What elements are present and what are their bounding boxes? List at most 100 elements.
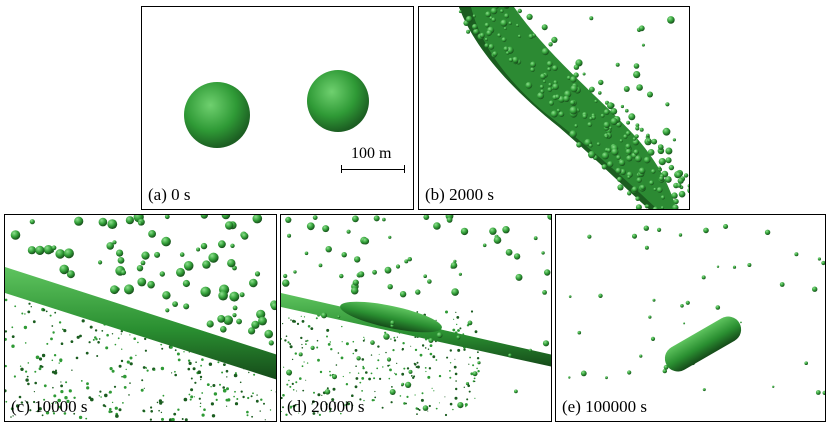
dust-particle bbox=[226, 387, 229, 391]
particle bbox=[162, 291, 171, 300]
particle bbox=[732, 265, 737, 269]
dust-particle bbox=[342, 375, 344, 378]
dust-particle bbox=[192, 367, 196, 371]
dust-particle bbox=[150, 410, 153, 413]
dust-particle bbox=[183, 351, 185, 353]
dust-particle bbox=[187, 359, 191, 362]
dust-particle bbox=[100, 396, 102, 398]
particle bbox=[138, 221, 143, 226]
particle bbox=[458, 10, 462, 14]
dust-particle bbox=[113, 385, 117, 388]
particle bbox=[680, 304, 684, 308]
panel-d-caption: (d) 20000 s bbox=[287, 397, 365, 416]
particle bbox=[310, 345, 315, 350]
particle bbox=[548, 100, 554, 106]
particle bbox=[306, 222, 315, 231]
dust-particle bbox=[111, 369, 115, 373]
scale-bar-tick-left bbox=[341, 165, 342, 173]
dust-particle bbox=[355, 377, 359, 380]
particle bbox=[547, 67, 552, 72]
particle bbox=[407, 257, 412, 262]
dust-particle bbox=[144, 337, 147, 341]
dust-particle bbox=[240, 390, 243, 393]
asteroid-right bbox=[307, 70, 369, 132]
dust-particle bbox=[298, 412, 300, 414]
particle bbox=[489, 227, 497, 235]
panel-a-caption: (a) 0 s bbox=[148, 185, 191, 204]
dust-particle bbox=[206, 383, 210, 386]
particle bbox=[387, 284, 393, 290]
particle bbox=[479, 32, 485, 38]
dust-particle bbox=[362, 367, 365, 370]
particle bbox=[405, 381, 412, 388]
particle bbox=[658, 176, 664, 182]
dust-particle bbox=[290, 405, 293, 408]
particle bbox=[236, 318, 243, 325]
dust-particle bbox=[319, 370, 323, 374]
dust-particle bbox=[365, 371, 368, 374]
dust-particle bbox=[476, 357, 480, 360]
particle bbox=[268, 340, 274, 346]
particle bbox=[664, 176, 672, 183]
particle bbox=[43, 245, 54, 255]
particle bbox=[505, 51, 510, 55]
particle bbox=[472, 23, 478, 30]
particle bbox=[332, 374, 337, 380]
particle bbox=[815, 390, 821, 395]
particle bbox=[647, 138, 651, 143]
panel-e-caption: (e) 100000 s bbox=[562, 397, 647, 416]
particle bbox=[542, 290, 547, 295]
beads-e bbox=[568, 224, 825, 395]
dust-particle bbox=[468, 363, 470, 365]
particle bbox=[503, 27, 507, 30]
particle bbox=[528, 348, 532, 352]
particle bbox=[541, 48, 549, 56]
dust-particle bbox=[160, 366, 165, 371]
particle bbox=[112, 240, 117, 245]
particle bbox=[639, 354, 643, 358]
particle bbox=[616, 155, 621, 160]
dust-particle bbox=[85, 351, 89, 355]
particle bbox=[821, 260, 825, 266]
dust-particle bbox=[305, 343, 307, 345]
dust-particle bbox=[269, 409, 272, 411]
dust-particle bbox=[45, 310, 48, 313]
particle bbox=[485, 11, 491, 18]
particle bbox=[636, 177, 642, 183]
dust-particle bbox=[53, 354, 57, 357]
dust-particle bbox=[129, 382, 131, 384]
particle bbox=[716, 265, 720, 268]
dust-particle bbox=[41, 353, 46, 358]
particle bbox=[672, 138, 676, 142]
particle bbox=[503, 7, 509, 8]
dust-particle bbox=[252, 392, 254, 395]
particle bbox=[658, 144, 664, 150]
dust-particle bbox=[256, 394, 258, 396]
dust-particle bbox=[361, 390, 363, 392]
dust-particle bbox=[27, 310, 31, 314]
dust-particle bbox=[57, 398, 61, 403]
particle bbox=[497, 33, 502, 38]
dust-particle bbox=[464, 403, 468, 407]
particle bbox=[107, 219, 118, 229]
particle bbox=[553, 80, 558, 85]
dust-particle bbox=[417, 408, 420, 410]
particle bbox=[673, 198, 679, 205]
particle bbox=[626, 120, 630, 125]
dust-particle bbox=[305, 379, 307, 381]
dust-particle bbox=[10, 407, 14, 411]
dust-particle bbox=[58, 362, 60, 364]
dust-particle bbox=[327, 343, 331, 346]
dust-particle bbox=[294, 404, 297, 407]
particle bbox=[137, 277, 147, 287]
dust-particle bbox=[363, 336, 365, 338]
dust-particle bbox=[285, 335, 288, 337]
dust-particle bbox=[337, 352, 340, 354]
particle bbox=[555, 94, 560, 100]
particle bbox=[582, 72, 586, 76]
dust-particle bbox=[194, 381, 197, 384]
dust-particle bbox=[98, 338, 101, 340]
particle bbox=[258, 316, 267, 326]
particle bbox=[256, 309, 266, 319]
dust-particle bbox=[24, 327, 27, 330]
